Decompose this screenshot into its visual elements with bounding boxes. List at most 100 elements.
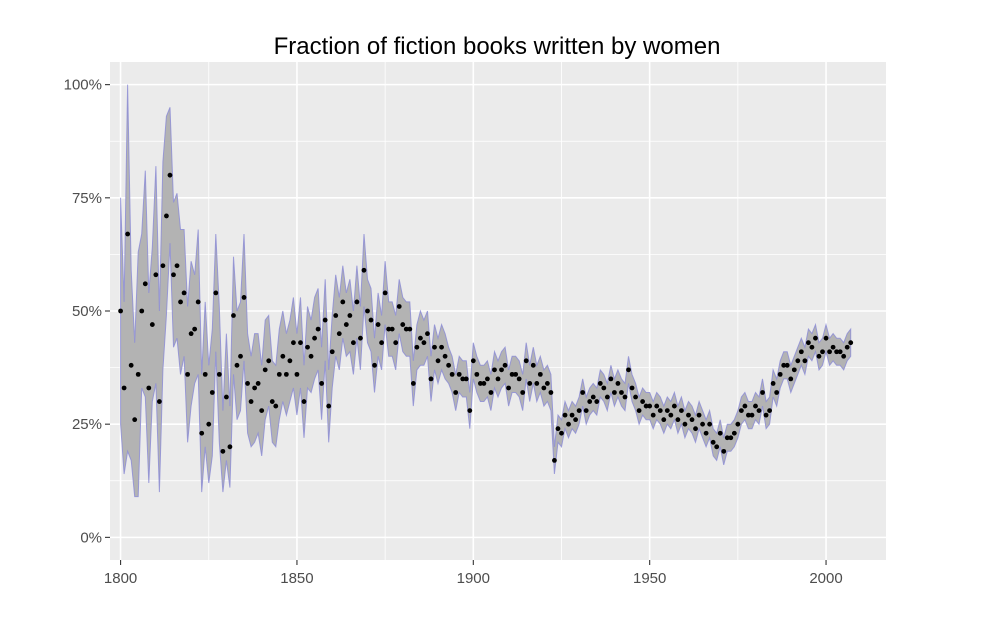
data-point (298, 340, 303, 346)
data-point (181, 290, 187, 296)
data-point (590, 394, 596, 400)
data-point (615, 381, 621, 386)
data-point (749, 412, 755, 418)
data-point (245, 381, 250, 386)
data-point (153, 272, 159, 278)
data-point (481, 381, 487, 386)
data-point (788, 376, 794, 382)
data-point (506, 385, 511, 391)
data-point (541, 385, 547, 391)
data-point (470, 358, 476, 364)
data-point (463, 376, 469, 382)
data-point (495, 376, 501, 382)
data-point (446, 362, 452, 368)
data-point (171, 272, 176, 278)
data-point (146, 385, 152, 391)
y-tick-label: 25% (72, 416, 102, 433)
data-point (386, 326, 392, 332)
data-point (583, 408, 589, 413)
data-point (795, 358, 801, 364)
data-point (820, 349, 825, 355)
data-point (224, 394, 229, 400)
data-point (597, 381, 603, 386)
data-point (746, 412, 751, 418)
data-point (601, 385, 607, 391)
data-point (319, 381, 325, 386)
x-tick-label: 1900 (457, 570, 490, 587)
data-point (322, 317, 328, 323)
data-point (118, 308, 123, 314)
data-point (432, 344, 437, 350)
data-point (368, 317, 374, 323)
data-point (418, 335, 423, 341)
data-point (629, 385, 635, 391)
data-point (477, 381, 483, 386)
data-point (537, 371, 543, 377)
data-point (527, 381, 533, 386)
data-point (562, 412, 568, 418)
data-point (548, 390, 554, 395)
data-point (149, 322, 155, 327)
data-point (612, 390, 617, 395)
data-point (608, 376, 614, 382)
data-point (830, 344, 836, 350)
y-tick-label: 75% (72, 190, 102, 207)
data-point (520, 390, 526, 395)
data-point (460, 376, 466, 382)
data-point (813, 335, 818, 341)
data-point (647, 403, 653, 409)
data-point (174, 263, 180, 269)
data-point (375, 322, 381, 327)
data-point (791, 367, 797, 373)
data-point (499, 367, 504, 373)
data-point (227, 444, 233, 450)
axes: 1800 1850 1900 1950 2000 0% 25% 50% 75% 100% (64, 77, 843, 587)
data-point (283, 371, 289, 377)
data-point (301, 399, 307, 404)
data-point (604, 394, 610, 400)
x-tick-label: 1800 (104, 570, 137, 587)
data-point (252, 385, 258, 391)
data-point (731, 430, 737, 436)
y-tick-label: 50% (72, 303, 102, 320)
data-point (844, 344, 850, 350)
data-point (640, 399, 646, 404)
x-tick-label: 1850 (280, 570, 313, 587)
data-point (421, 340, 427, 346)
data-point (671, 403, 677, 409)
data-point (396, 304, 402, 309)
data-point (566, 421, 571, 427)
data-point (544, 381, 550, 386)
data-point (682, 421, 688, 427)
data-point (834, 349, 840, 355)
data-point (485, 376, 490, 382)
data-point (689, 417, 695, 423)
data-point (809, 344, 815, 350)
data-point (456, 371, 462, 377)
x-tick-label: 2000 (809, 570, 842, 587)
data-point (449, 371, 455, 377)
data-point (199, 430, 205, 436)
data-point (266, 358, 272, 364)
data-point (209, 390, 215, 395)
data-point (781, 362, 787, 368)
data-point (241, 295, 247, 300)
data-point (693, 426, 698, 432)
data-point (576, 408, 582, 413)
data-point (802, 358, 808, 364)
data-point (305, 344, 310, 350)
data-point (121, 385, 127, 391)
data-point (516, 376, 522, 382)
data-point (414, 344, 420, 350)
data-point (439, 344, 444, 350)
data-point (587, 399, 593, 404)
data-point (841, 353, 847, 359)
data-point (474, 371, 480, 377)
data-point (668, 412, 674, 418)
data-point (573, 417, 578, 423)
data-point (555, 426, 561, 432)
data-point (139, 308, 145, 314)
data-point (365, 308, 370, 314)
data-point (312, 335, 317, 341)
data-point (488, 390, 494, 395)
